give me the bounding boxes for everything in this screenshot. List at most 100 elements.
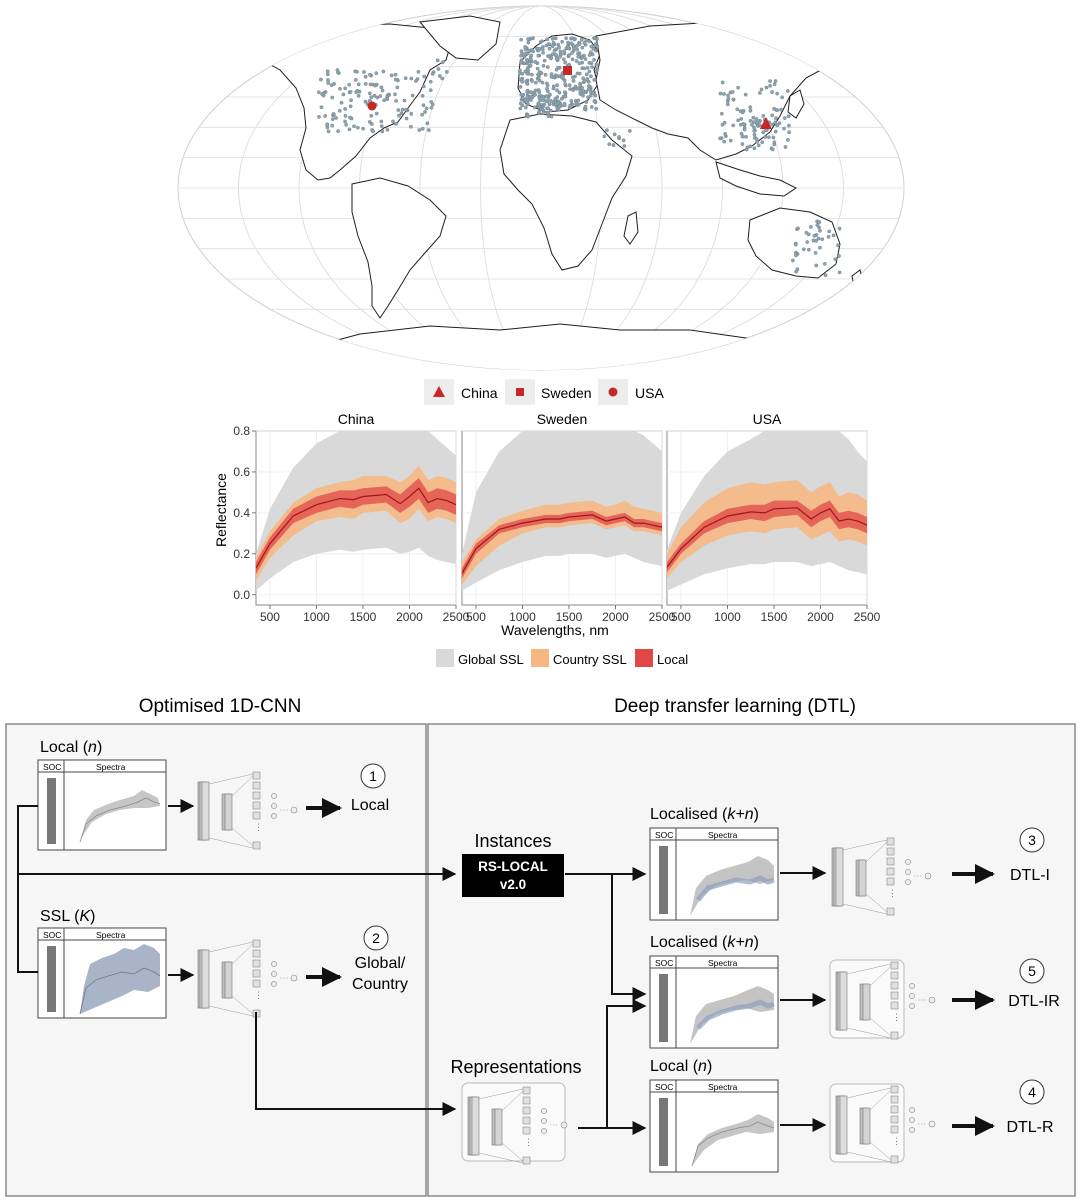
rs-local-name: RS-LOCAL bbox=[478, 859, 548, 874]
output-5-badge bbox=[1019, 958, 1045, 984]
x-tick-label: 1500 bbox=[350, 610, 377, 624]
x-tick-label: 1000 bbox=[714, 610, 741, 624]
legend-label-country-ssl: Country SSL bbox=[553, 652, 627, 667]
instances-label: Instances bbox=[474, 831, 551, 851]
x-tick-label: 2000 bbox=[602, 610, 629, 624]
x-tick-label: 2500 bbox=[443, 610, 470, 624]
local-mean-line bbox=[666, 507, 868, 568]
africa-land bbox=[499, 113, 633, 271]
x-tick-label: 500 bbox=[671, 610, 691, 624]
spectra-panel-usa: USA 500 1000 1500 2000 2500 bbox=[666, 411, 881, 624]
local-band bbox=[462, 510, 662, 579]
soc-label: SOC bbox=[43, 930, 61, 940]
spectra-panel-china: China 500 1000 1500 2000 2500 bbox=[255, 411, 470, 624]
local-data-card: SOC Spectra bbox=[37, 759, 167, 851]
southeast-asia-land bbox=[715, 161, 797, 197]
legend-label-local: Local bbox=[657, 652, 688, 667]
representations-arrow bbox=[255, 1012, 457, 1116]
square-icon bbox=[516, 388, 524, 396]
output-2-badge bbox=[363, 925, 389, 951]
panel-title: Sweden bbox=[537, 411, 588, 427]
spectra-label: Spectra bbox=[708, 830, 738, 840]
ssl-data-card: SOC Spectra bbox=[37, 927, 167, 1019]
local-mean-line bbox=[461, 514, 663, 574]
localised-dataset-label-2: Localised (k+n) bbox=[650, 934, 759, 951]
legend-label-china: China bbox=[461, 385, 498, 401]
soil-sample-points bbox=[316, 36, 842, 278]
output-2-number: 2 bbox=[372, 930, 380, 946]
output-3-label: DTL-I bbox=[1010, 867, 1050, 884]
output-4-number: 4 bbox=[1028, 1084, 1036, 1100]
optimised-cnn-title: Optimised 1D-CNN bbox=[139, 696, 302, 717]
y-tick-label: 0.6 bbox=[233, 465, 250, 479]
south-america-land bbox=[351, 177, 447, 319]
spectra-label: Spectra bbox=[96, 762, 126, 772]
triangle-icon bbox=[433, 386, 445, 397]
chart-legend: Global SSL Country SSL Local bbox=[436, 649, 688, 667]
dataset-bracket bbox=[17, 805, 38, 973]
x-tick-label: 2500 bbox=[649, 610, 676, 624]
soc-label: SOC bbox=[655, 1082, 673, 1092]
output-1-badge bbox=[360, 763, 386, 789]
legend-label-global-ssl: Global SSL bbox=[458, 652, 524, 667]
country-ssl-band bbox=[667, 480, 867, 579]
x-tick-label: 500 bbox=[466, 610, 486, 624]
usa-site-marker bbox=[367, 101, 377, 111]
circle-icon bbox=[608, 387, 618, 397]
output-1-label: Local bbox=[351, 797, 389, 814]
y-tick-label: 0.8 bbox=[233, 424, 250, 438]
local-band bbox=[667, 500, 867, 573]
y-tick-label: 0.0 bbox=[233, 588, 250, 602]
ssl-dataset-label: SSL (K) bbox=[40, 908, 95, 925]
legend-label-usa: USA bbox=[635, 385, 664, 401]
x-tick-label: 1500 bbox=[556, 610, 583, 624]
china-site-marker bbox=[760, 117, 772, 129]
x-axis-label: Wavelengths, nm bbox=[501, 622, 609, 638]
soc-label: SOC bbox=[655, 830, 673, 840]
output-2-label-line2: Country bbox=[352, 976, 408, 993]
output-2-label-line1: Global/ bbox=[355, 955, 406, 972]
output-4-label: DTL-R bbox=[1006, 1119, 1053, 1136]
reflectance-chart: Reflectance Wavelengths, nm 0.0 0.2 0.4 0.6… bbox=[213, 411, 881, 667]
legend-swatch-country-ssl bbox=[531, 649, 549, 667]
output-5-label: DTL-IR bbox=[1008, 993, 1060, 1010]
map-legend: China Sweden USA bbox=[424, 379, 664, 405]
legend-swatch-local bbox=[635, 649, 653, 667]
japan-land bbox=[787, 89, 805, 119]
localised-data-card-2: SOC Spectra bbox=[649, 955, 779, 1049]
output-1-number: 1 bbox=[369, 768, 377, 784]
dtl-title: Deep transfer learning (DTL) bbox=[614, 696, 856, 717]
local-dataset-label-dtl: Local (n) bbox=[650, 1058, 712, 1075]
madagascar-land bbox=[623, 211, 639, 245]
spectra-label: Spectra bbox=[96, 930, 126, 940]
local-dataset-label: Local (n) bbox=[40, 739, 102, 756]
output-4-badge bbox=[1019, 1079, 1045, 1105]
x-tick-label: 1500 bbox=[761, 610, 788, 624]
greenland-land bbox=[419, 15, 501, 61]
output-3-number: 3 bbox=[1028, 832, 1036, 848]
rs-local-box bbox=[462, 854, 564, 897]
local-mean-line bbox=[255, 487, 457, 569]
x-tick-label: 500 bbox=[260, 610, 280, 624]
y-tick-label: 0.2 bbox=[233, 547, 250, 561]
x-tick-label: 1000 bbox=[509, 610, 536, 624]
spectra-label: Spectra bbox=[708, 958, 738, 968]
world-map: China Sweden USA bbox=[177, 5, 905, 405]
spectra-panel-sweden: Sweden 500 1000 1500 2000 2500 bbox=[461, 411, 676, 624]
localised-data-card-1: SOC Spectra bbox=[649, 827, 779, 921]
local-data-card-dtl: SOC Spectra bbox=[649, 1079, 779, 1173]
representations-label: Representations bbox=[450, 1057, 581, 1077]
panel-title: USA bbox=[753, 411, 782, 427]
x-tick-label: 2500 bbox=[854, 610, 881, 624]
spectra-label: Spectra bbox=[708, 1082, 738, 1092]
chart-panels: China 500 1000 1500 2000 2500 Sweden 500 1000 150… bbox=[255, 411, 881, 624]
x-tick-label: 1000 bbox=[303, 610, 330, 624]
y-tick-label: 0.4 bbox=[233, 506, 250, 520]
x-tick-label: 2000 bbox=[396, 610, 423, 624]
x-tick-label: 2000 bbox=[807, 610, 834, 624]
workflow-diagram: ⋮ Optimised 1D-CNN Deep transfer learnin… bbox=[5, 696, 1076, 1197]
y-axis-ticks: 0.0 0.2 0.4 0.6 0.8 bbox=[233, 424, 256, 602]
output-5-number: 5 bbox=[1028, 963, 1036, 979]
soc-label: SOC bbox=[43, 762, 61, 772]
